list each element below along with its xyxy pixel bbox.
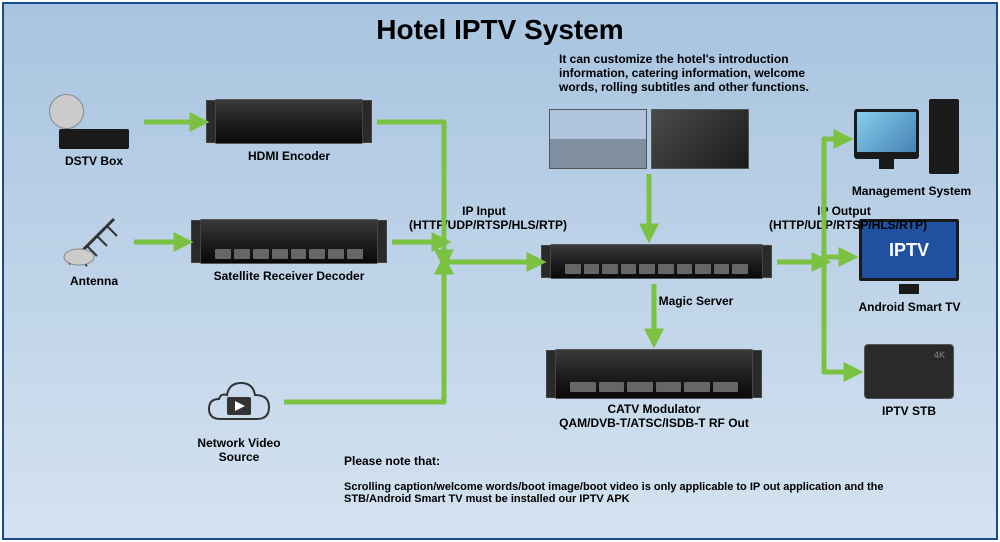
node-hdmi-encoder: [214, 99, 364, 144]
node-catv-modulator: [554, 349, 754, 399]
label-iptv-stb: IPTV STB: [869, 404, 949, 418]
ip-input-line2: (HTTP/UDP/RTSP/HLS/RTP): [409, 218, 559, 232]
customize-note: It can customize the hotel's introductio…: [559, 52, 829, 94]
diagram-frame: Hotel IPTV System It can customize the h…: [2, 2, 998, 540]
hotel-screenshots: [549, 109, 749, 169]
label-ip-input: IP Input (HTTP/UDP/RTSP/HLS/RTP): [409, 204, 559, 232]
note-heading: Please note that:: [344, 454, 440, 468]
node-iptv-stb: [864, 344, 954, 399]
label-sat-decoder: Satellite Receiver Decoder: [199, 269, 379, 283]
screenshot-building: [549, 109, 647, 169]
label-ip-output: IP Output (HTTP/UDP/RTSP/HLS/RTP): [769, 204, 919, 232]
node-magic-server: [549, 244, 764, 279]
note-body: Scrolling caption/welcome words/boot ima…: [344, 481, 884, 505]
node-antenna: [59, 209, 129, 269]
screenshot-welcome: [651, 109, 749, 169]
label-smart-tv: Android Smart TV: [852, 300, 967, 314]
label-antenna: Antenna: [54, 274, 134, 288]
label-dstv: DSTV Box: [49, 154, 139, 168]
ip-output-line2: (HTTP/UDP/RTSP/HLS/RTP): [769, 218, 919, 232]
node-sat-decoder: [199, 219, 379, 264]
label-management-system: Management System: [844, 184, 979, 198]
ip-input-line1: IP Input: [409, 204, 559, 218]
node-management-system: [854, 99, 964, 179]
ip-output-line1: IP Output: [769, 204, 919, 218]
label-catv-modulator: CATV Modulator: [564, 402, 744, 416]
node-network-video: [199, 369, 279, 434]
node-dstv-box: [49, 94, 139, 149]
arrows-layer: [4, 4, 1000, 542]
diagram-title: Hotel IPTV System: [4, 14, 996, 46]
label-hdmi-encoder: HDMI Encoder: [214, 149, 364, 163]
label-magic-server: Magic Server: [636, 294, 756, 308]
label-network-video: Network Video Source: [184, 436, 294, 464]
label-catv-sublabel: QAM/DVB-T/ATSC/ISDB-T RF Out: [549, 416, 759, 430]
